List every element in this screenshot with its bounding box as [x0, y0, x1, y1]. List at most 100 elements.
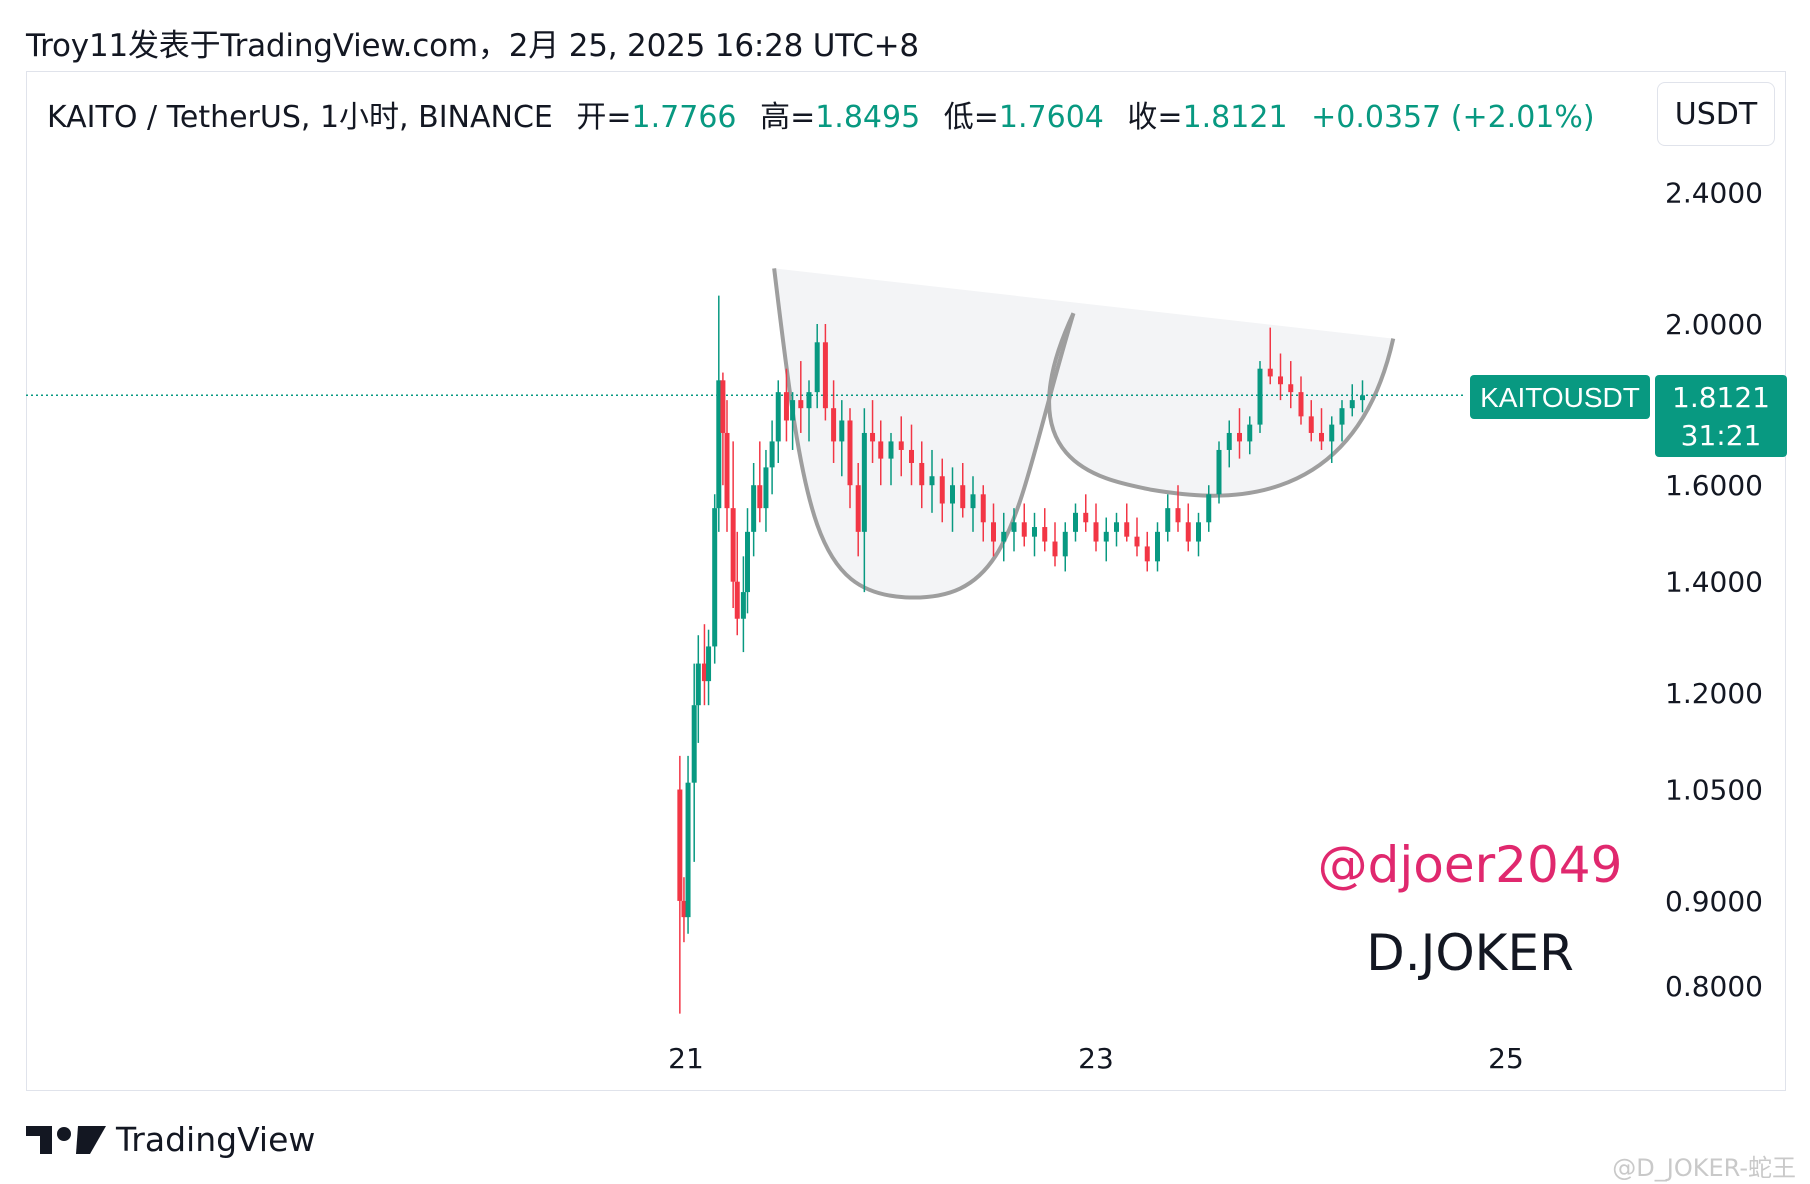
candle-body: [745, 531, 750, 593]
candle-15: [751, 462, 757, 557]
candle-65: [1216, 441, 1222, 504]
candle-body: [783, 392, 789, 421]
candle-body: [712, 508, 718, 647]
candle-45: [1011, 508, 1017, 552]
candle-30: [861, 408, 867, 593]
cup-and-handle-pattern: [772, 268, 1396, 600]
candle-12: [734, 531, 740, 636]
candle-34: [898, 416, 904, 477]
candle-body: [1298, 392, 1304, 417]
candle-20: [783, 368, 789, 442]
currency-button[interactable]: USDT: [1657, 82, 1775, 146]
candle-body: [730, 508, 736, 582]
candle-17: [763, 449, 769, 532]
candle-body: [1042, 527, 1048, 542]
candle-body: [701, 663, 707, 682]
candle-74: [1308, 400, 1314, 442]
candle-66: [1226, 420, 1232, 468]
candle-body: [1052, 541, 1058, 557]
candle-body: [1083, 512, 1089, 523]
candle-11: [730, 441, 736, 608]
candle-63: [1196, 512, 1201, 557]
candle-body: [691, 705, 697, 783]
candle-37: [929, 449, 935, 513]
candle-body: [775, 392, 781, 442]
candle-40: [960, 462, 966, 518]
candle-76: [1329, 416, 1335, 463]
candle-78: [1349, 384, 1355, 417]
candle-8: [716, 295, 722, 532]
candle-50: [1062, 522, 1068, 572]
candle-body: [740, 592, 746, 619]
candle-body: [751, 485, 757, 532]
candle-body: [1175, 508, 1181, 523]
candle-body: [1308, 416, 1314, 433]
candle-body: [1349, 400, 1355, 409]
y-tick-label-3: 1.4000: [1665, 566, 1763, 599]
candle-body: [831, 408, 837, 442]
candle-64: [1206, 485, 1212, 532]
candle-body: [1319, 432, 1324, 442]
candle-body: [1062, 531, 1068, 557]
candle-73: [1298, 376, 1304, 425]
candle-body: [1278, 376, 1283, 385]
candle-body: [855, 485, 861, 532]
legend-low-label: 低=: [943, 100, 999, 135]
candle-7: [712, 494, 718, 664]
legend-high-label: 高=: [760, 100, 816, 135]
candle-53: [1093, 503, 1099, 552]
candle-26: [831, 380, 837, 463]
candle-25: [822, 324, 828, 421]
candle-body: [939, 476, 945, 504]
candle-3: [691, 663, 697, 862]
watermark: @D_JOKER-蛇王: [1612, 1154, 1796, 1182]
candle-body: [1360, 395, 1365, 401]
candle-46: [1021, 503, 1027, 547]
candle-55: [1114, 512, 1119, 547]
candle-18: [769, 420, 775, 495]
candle-body: [677, 789, 683, 901]
candle-body: [1073, 512, 1078, 532]
cup-curve: [772, 268, 1076, 600]
candle-49: [1052, 522, 1058, 567]
candle-body: [1216, 449, 1222, 495]
x-tick-label-1: 23: [1078, 1042, 1114, 1075]
price-tag-price: 1.8121: [1672, 381, 1770, 414]
time-axis[interactable]: 212325273月: [668, 1042, 1810, 1075]
y-tick-label-4: 1.2000: [1665, 677, 1763, 710]
candle-22: [798, 361, 804, 433]
candle-body: [1196, 522, 1201, 542]
candle-body: [763, 467, 769, 509]
candle-body: [909, 449, 914, 463]
candle-body: [1103, 531, 1109, 542]
legend-symbol[interactable]: KAITO / TetherUS, 1小时, BINANCE: [47, 100, 553, 135]
candle-23: [806, 380, 812, 442]
candle-71: [1278, 353, 1283, 401]
candle-body: [695, 663, 701, 706]
candle-body: [888, 441, 894, 459]
candle-56: [1124, 503, 1130, 542]
candle-body: [798, 400, 804, 409]
candle-body: [1011, 522, 1017, 532]
candle-6: [706, 629, 712, 706]
author-signature: D.JOKER: [1366, 924, 1574, 982]
candle-57: [1134, 517, 1140, 557]
legend-close-label: 收=: [1127, 100, 1183, 135]
y-tick-label-5: 1.0500: [1665, 774, 1763, 807]
candle-body: [1114, 522, 1119, 532]
candle-body: [870, 432, 876, 442]
candle-body: [1021, 522, 1027, 537]
chart-frame: [26, 71, 1786, 1091]
price-tag: KAITOUSDT 1.8121 31:21: [1470, 375, 1787, 457]
candle-31: [870, 400, 876, 463]
candle-body: [720, 380, 726, 433]
candle-body: [806, 392, 812, 409]
candle-0: [677, 755, 683, 1014]
candle-70: [1267, 327, 1273, 385]
price-axis[interactable]: 2.4000 2.0000 1.6000 1.4000 1.2000 1.0500 0.90…: [1665, 176, 1763, 1003]
symbol-legend: KAITO / TetherUS, 1小时, BINANCE 开=1.7766 …: [47, 92, 1595, 136]
candle-body: [1093, 522, 1099, 542]
candle-27: [839, 400, 845, 477]
candle-24: [814, 324, 820, 409]
